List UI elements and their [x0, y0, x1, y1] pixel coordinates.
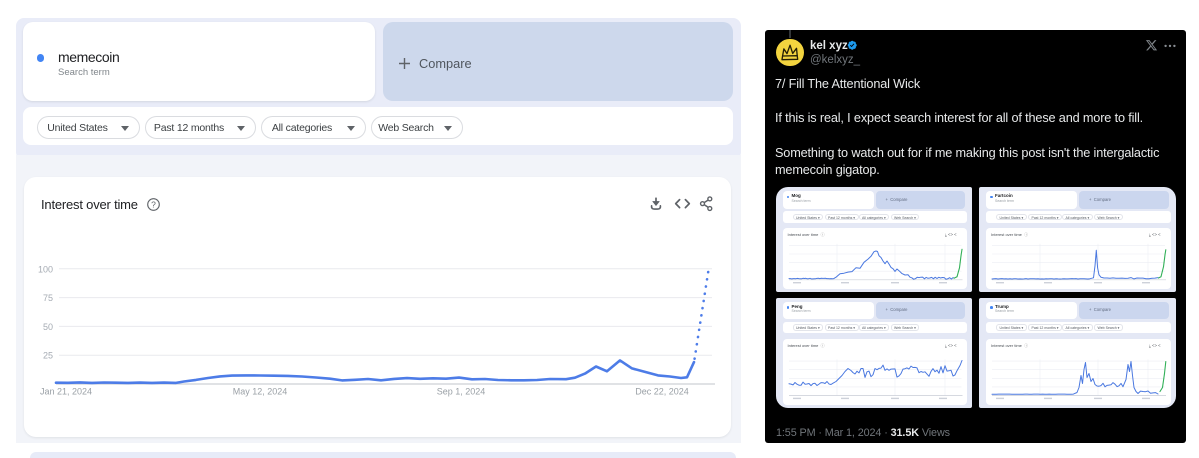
- svg-text:Dec 22, 2024: Dec 22, 2024: [635, 387, 689, 397]
- svg-text:50: 50: [43, 322, 53, 332]
- svg-text:Jan 21, 2024: Jan 21, 2024: [40, 387, 92, 397]
- svg-text:100: 100: [38, 264, 53, 274]
- svg-text:May 12, 2024: May 12, 2024: [233, 387, 288, 397]
- svg-text:Sep 1, 2024: Sep 1, 2024: [437, 387, 486, 397]
- svg-text:?: ?: [151, 199, 156, 209]
- svg-text:75: 75: [43, 293, 53, 303]
- svg-text:25: 25: [43, 351, 53, 361]
